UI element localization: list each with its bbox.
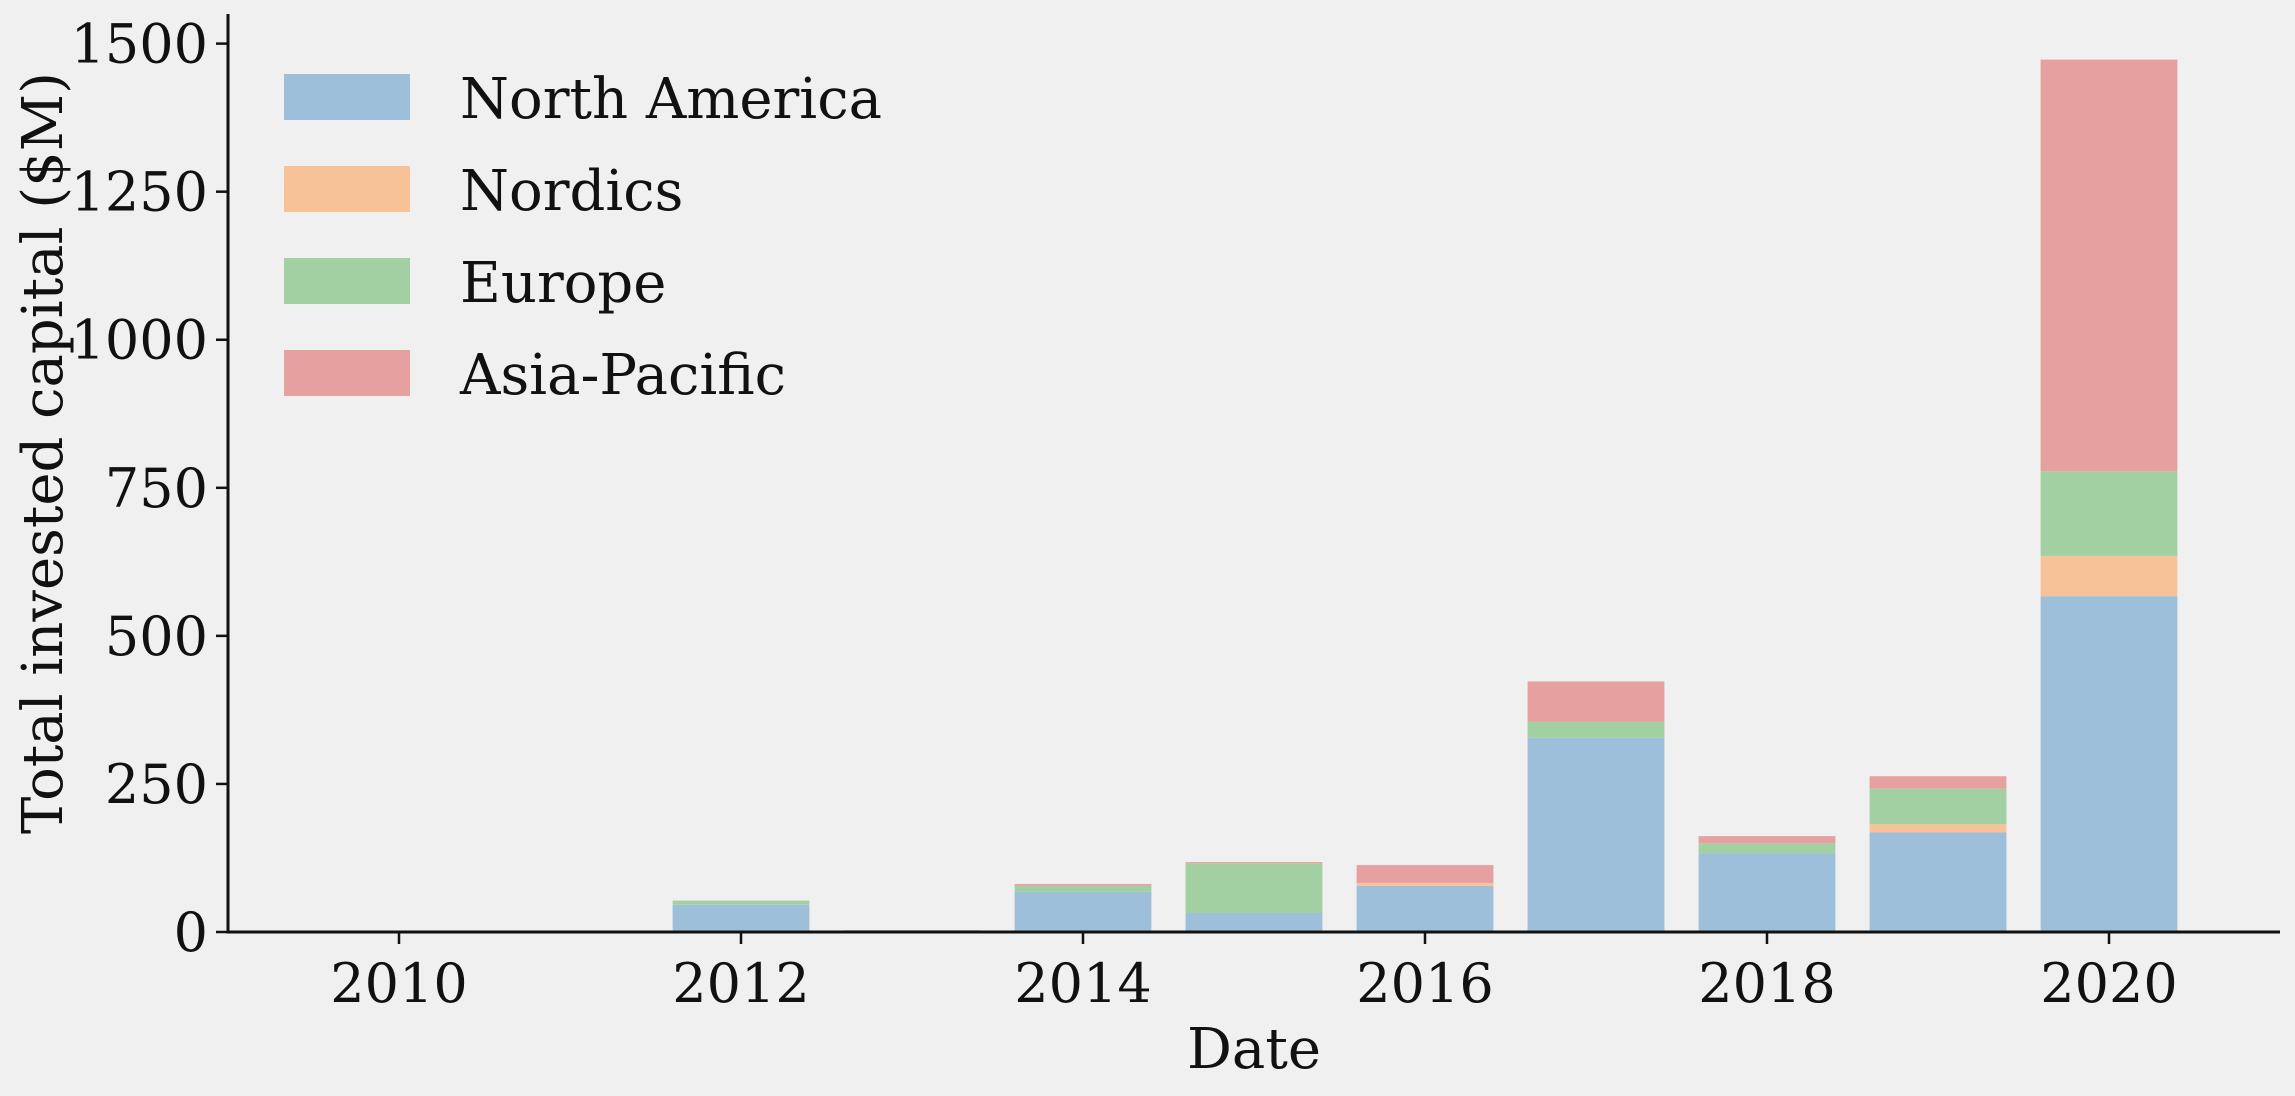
x-tick-label: 2012 xyxy=(672,952,809,1015)
bar-asia-pacific-2020 xyxy=(2040,59,2178,472)
bar-asia-pacific-2018 xyxy=(1698,836,1836,844)
x-tick-label: 2020 xyxy=(2040,952,2177,1015)
bar-north-america-2015 xyxy=(1185,913,1323,932)
bar-north-america-2018 xyxy=(1698,853,1836,932)
legend-swatch-north-america xyxy=(284,74,410,120)
legend-swatch-europe xyxy=(284,258,410,304)
x-tick-label: 2016 xyxy=(1356,952,1493,1015)
bar-asia-pacific-2015 xyxy=(1185,862,1323,864)
bar-europe-2012 xyxy=(672,900,810,905)
legend-label: Nordics xyxy=(460,159,683,224)
bar-europe-2015 xyxy=(1185,863,1323,913)
axes-group xyxy=(226,14,2280,934)
bar-nordics-2016 xyxy=(1356,882,1494,886)
bar-north-america-2019 xyxy=(1869,832,2007,932)
y-tick-label: 500 xyxy=(105,605,208,668)
bar-nordics-2019 xyxy=(1869,824,2007,833)
bar-north-america-2016 xyxy=(1356,885,1494,932)
bar-north-america-2020 xyxy=(2040,596,2178,932)
y-tick-label: 750 xyxy=(105,457,208,520)
bar-north-america-2014 xyxy=(1014,891,1152,932)
bar-asia-pacific-2017 xyxy=(1527,681,1665,722)
y-ticks-group: 0 250 500 750 1000 1250 1500 xyxy=(71,13,228,964)
y-tick-label: 0 xyxy=(174,901,208,964)
y-axis-title: Total invested capital ($M) xyxy=(11,72,76,834)
x-axis-title: Date xyxy=(1187,1017,1321,1082)
legend-swatch-asia-pacific xyxy=(284,350,410,396)
y-tick-label: 250 xyxy=(105,753,208,816)
bar-asia-pacific-2014 xyxy=(1014,884,1152,886)
bar-europe-2020 xyxy=(2040,471,2178,556)
bar-europe-2014 xyxy=(1014,885,1152,892)
bar-north-america-2017 xyxy=(1527,737,1665,932)
bars-group xyxy=(672,59,2178,932)
legend-label: North America xyxy=(460,67,882,132)
x-tick-label: 2014 xyxy=(1014,952,1151,1015)
y-tick-label: 1000 xyxy=(71,309,208,372)
legend-label: Europe xyxy=(460,251,666,316)
y-tick-label: 1250 xyxy=(71,161,208,224)
y-tick-label: 1500 xyxy=(71,13,208,76)
bar-north-america-2012 xyxy=(672,904,810,932)
x-tick-label: 2010 xyxy=(330,952,467,1015)
legend: North America Nordics Europe Asia-Pacific xyxy=(284,67,882,408)
bar-europe-2018 xyxy=(1698,843,1836,854)
bar-asia-pacific-2016 xyxy=(1356,865,1494,883)
bar-nordics-2020 xyxy=(2040,555,2178,597)
bar-asia-pacific-2019 xyxy=(1869,776,2007,789)
x-tick-label: 2018 xyxy=(1698,952,1835,1015)
bar-europe-2017 xyxy=(1527,721,1665,738)
legend-swatch-nordics xyxy=(284,166,410,212)
bar-europe-2019 xyxy=(1869,788,2007,825)
legend-label: Asia-Pacific xyxy=(459,343,786,408)
x-ticks-group: 2010 2012 2014 2016 2018 2020 xyxy=(330,932,2178,1015)
